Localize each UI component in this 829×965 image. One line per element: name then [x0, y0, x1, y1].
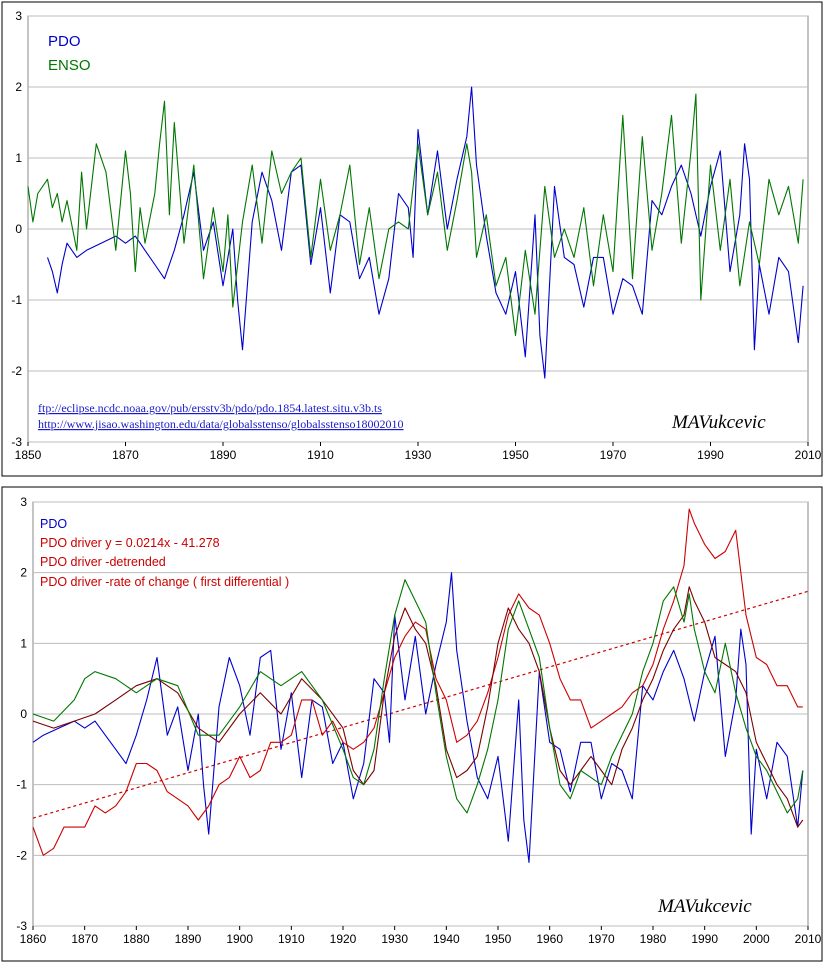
y-tick-label: 3 [20, 495, 27, 509]
x-tick-label: 1950 [502, 448, 529, 462]
x-tick-label: 1890 [210, 448, 237, 462]
x-tick-label: 1910 [278, 932, 305, 946]
x-tick-label: 1940 [433, 932, 460, 946]
x-tick-label: 1930 [405, 448, 432, 462]
y-tick-label: 0 [15, 222, 22, 236]
x-tick-label: 1930 [381, 932, 408, 946]
series-line-pdo-driver-detrended [32, 586, 804, 828]
panel-2-y-ticks: 3 2 1 0 -1 -2 -3 [16, 495, 27, 933]
x-tick-label: 1880 [123, 932, 150, 946]
signature-2: MAVukcevic [657, 896, 752, 917]
y-tick-label: -3 [16, 919, 27, 933]
x-tick-label: 1980 [640, 932, 667, 946]
y-tick-label: 1 [15, 151, 22, 165]
x-tick-label: 2000 [743, 932, 770, 946]
x-tick-label: 1950 [485, 932, 512, 946]
data-source-link-pdo[interactable]: ftp://eclipse.ncdc.noaa.gov/pub/ersstv3b… [38, 401, 382, 415]
y-tick-label: 2 [20, 566, 27, 580]
x-tick-label: 1870 [112, 448, 139, 462]
y-tick-label: -3 [11, 435, 22, 449]
series-line-pdo-driver [32, 508, 803, 856]
series-line-pdo [32, 572, 804, 863]
legend-enso: ENSO [48, 57, 91, 74]
y-tick-label: 2 [15, 80, 22, 94]
x-tick-label: 1960 [536, 932, 563, 946]
y-tick-label: 1 [20, 636, 27, 650]
legend-2-detrended: PDO driver -detrended [40, 555, 166, 569]
legend-pdo: PDO [48, 33, 81, 50]
x-tick-label: 2010 [795, 448, 822, 462]
x-tick-label: 1970 [600, 448, 627, 462]
panel-1-y-ticks: 3 2 1 0 -1 -2 -3 [11, 9, 22, 449]
y-tick-label: -1 [16, 778, 27, 792]
x-tick-label: 1870 [71, 932, 98, 946]
series-line-pdo-driver-rate-of-change-first-differential [32, 579, 804, 814]
x-tick-label: 1850 [15, 448, 42, 462]
panel-2-x-ticks: 1860 1870 1880 1890 1900 1910 1920 1930 1940 1950… [20, 926, 822, 946]
x-tick-label: 1990 [697, 448, 724, 462]
legend-2-driver: PDO driver y = 0.0214x - 41.278 [40, 536, 220, 550]
panel-2-gridlines [33, 501, 808, 927]
x-tick-label: 1920 [330, 932, 357, 946]
y-tick-label: -1 [11, 293, 22, 307]
legend-2-rate-of-change: PDO driver -rate of change ( first diffe… [40, 575, 289, 589]
x-tick-label: 1890 [175, 932, 202, 946]
x-tick-label: 1860 [20, 932, 47, 946]
series-line-enso [27, 93, 804, 337]
y-tick-label: -2 [16, 848, 27, 862]
panel-1-gridlines [28, 15, 808, 443]
y-tick-label: 3 [15, 9, 22, 23]
x-tick-label: 1970 [588, 932, 615, 946]
panel-2-series [32, 508, 804, 863]
x-tick-label: 2010 [795, 932, 822, 946]
y-tick-label: 0 [20, 707, 27, 721]
legend-2-pdo: PDO [40, 517, 67, 531]
signature-1: MAVukcevic [671, 412, 766, 433]
panel-1-series [27, 86, 804, 379]
data-source-link-enso[interactable]: http://www.jisao.washington.edu/data/glo… [38, 417, 404, 431]
panel-1-x-ticks: 1850 1870 1890 1910 1930 1950 1970 1990 2010 [15, 442, 822, 462]
series-line-pdo [46, 86, 804, 379]
y-tick-label: -2 [11, 364, 22, 378]
x-tick-label: 1900 [226, 932, 253, 946]
x-tick-label: 1990 [691, 932, 718, 946]
x-tick-label: 1910 [307, 448, 334, 462]
